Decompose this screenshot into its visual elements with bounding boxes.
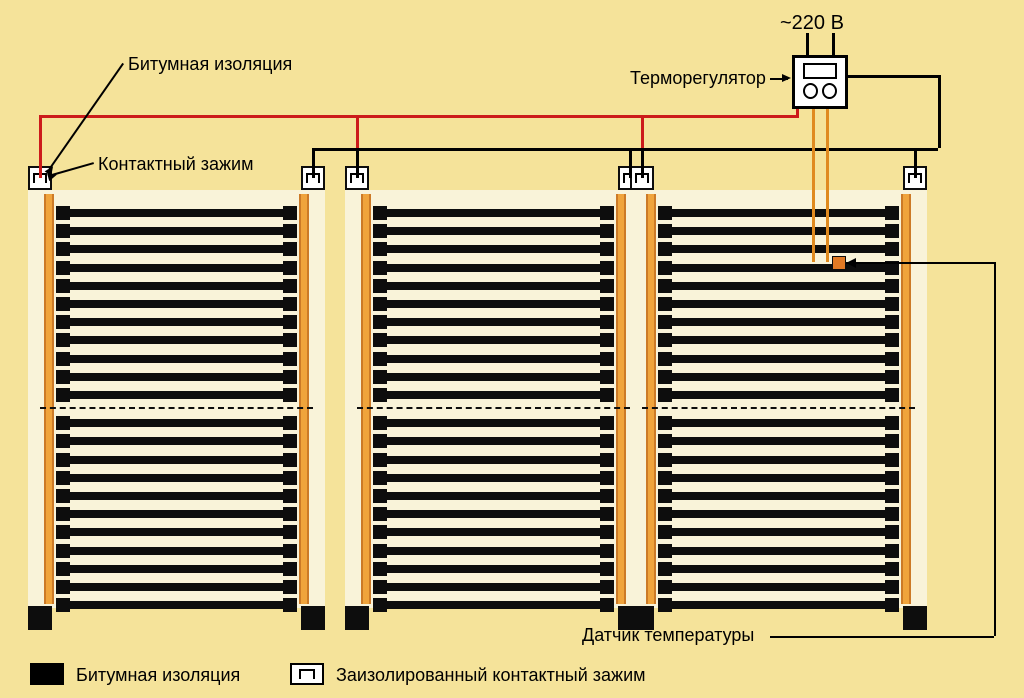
legend-swatch-bitumen [30, 663, 64, 685]
heating-stripe [345, 434, 642, 448]
heating-stripe [28, 598, 325, 612]
bitumen-terminal [903, 606, 927, 630]
heating-stripe [345, 261, 642, 275]
heating-stripe [630, 242, 927, 256]
heating-stripe [630, 279, 927, 293]
heating-stripe [630, 333, 927, 347]
heating-stripe [28, 562, 325, 576]
heating-stripe [630, 315, 927, 329]
bitumen-terminal [301, 606, 325, 630]
legend-swatch-clamp [290, 663, 324, 685]
heating-stripe [28, 315, 325, 329]
heating-stripe [28, 297, 325, 311]
heating-stripe [345, 352, 642, 366]
heating-stripe [345, 489, 642, 503]
label-thermostat: Терморегулятор [630, 68, 766, 89]
label-legend1: Битумная изоляция [76, 665, 240, 686]
label-voltage: ~220 В [780, 12, 844, 35]
heating-stripe [630, 416, 927, 430]
heating-stripe [630, 507, 927, 521]
temperature-sensor [832, 256, 846, 270]
heating-stripe [630, 453, 927, 467]
heating-stripe [630, 562, 927, 576]
heating-stripe [28, 580, 325, 594]
heating-stripe [630, 598, 927, 612]
callout-line [846, 262, 994, 264]
heating-stripe [28, 525, 325, 539]
label-legend2: Заизолированный контактный зажим [336, 665, 646, 686]
heating-stripe [345, 370, 642, 384]
heating-stripe [28, 279, 325, 293]
panel-midline [642, 407, 915, 409]
wire-black [313, 148, 938, 151]
heating-stripe [630, 370, 927, 384]
heating-stripe [630, 224, 927, 238]
heating-stripe [345, 525, 642, 539]
heating-stripe [345, 471, 642, 485]
heating-stripe [345, 206, 642, 220]
heating-stripe [28, 471, 325, 485]
heating-stripe [345, 453, 642, 467]
heating-stripe [630, 544, 927, 558]
heating-stripe [28, 206, 325, 220]
heating-stripe [28, 388, 325, 402]
heating-stripe [345, 224, 642, 238]
heating-stripe [28, 434, 325, 448]
panel-midline [40, 407, 313, 409]
heating-stripe [28, 370, 325, 384]
heating-stripe [28, 416, 325, 430]
heating-stripe [630, 525, 927, 539]
heating-stripe [630, 471, 927, 485]
heating-stripe [630, 434, 927, 448]
wire-sensor [826, 109, 829, 262]
heating-stripe [630, 206, 927, 220]
heating-panel [28, 190, 325, 608]
heating-stripe [630, 352, 927, 366]
heating-stripe [345, 297, 642, 311]
heating-panel [630, 190, 927, 608]
heating-stripe [28, 453, 325, 467]
heating-stripe [345, 580, 642, 594]
bitumen-terminal [28, 606, 52, 630]
heating-stripe [345, 333, 642, 347]
heating-stripe [28, 544, 325, 558]
label-temp-sensor: Датчик температуры [582, 625, 754, 646]
heating-stripe [345, 507, 642, 521]
heating-stripe [345, 242, 642, 256]
label-clamp: Контактный зажим [98, 154, 253, 175]
heating-stripe [28, 224, 325, 238]
heating-stripe [345, 279, 642, 293]
label-bitumen: Битумная изоляция [128, 54, 292, 75]
heating-stripe [28, 507, 325, 521]
heating-stripe [28, 261, 325, 275]
wire-sensor [812, 109, 815, 262]
wire-red [40, 115, 796, 118]
heating-stripe [28, 242, 325, 256]
heating-stripe [345, 315, 642, 329]
heating-stripe [345, 544, 642, 558]
heating-stripe [630, 297, 927, 311]
heating-stripe [345, 598, 642, 612]
heating-stripe [345, 562, 642, 576]
thermostat [792, 55, 848, 109]
heating-stripe [345, 388, 642, 402]
bitumen-terminal [345, 606, 369, 630]
heating-stripe [28, 352, 325, 366]
heating-stripe [630, 580, 927, 594]
heating-stripe [630, 489, 927, 503]
heating-stripe [28, 489, 325, 503]
heating-panel [345, 190, 642, 608]
heating-stripe [630, 388, 927, 402]
panel-midline [357, 407, 630, 409]
heating-stripe [345, 416, 642, 430]
heating-stripe [28, 333, 325, 347]
